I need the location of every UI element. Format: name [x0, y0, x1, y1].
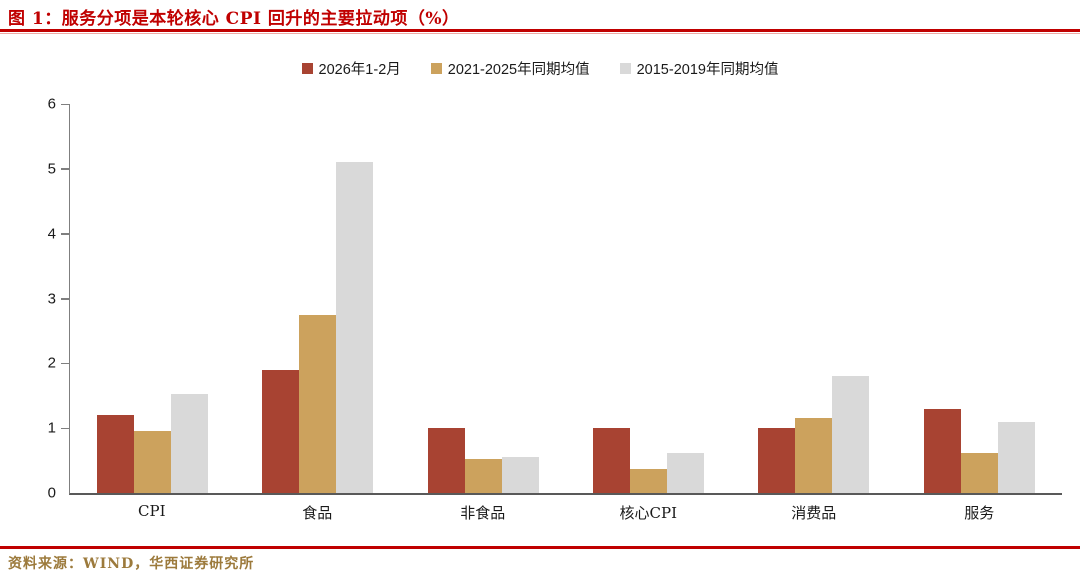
- y-tick-mark: [61, 168, 69, 170]
- bar-CPI-series2: [171, 393, 209, 493]
- bar-CPI-series0: [97, 415, 135, 493]
- plot-area: 0 1 2 3 4 5 6: [48, 97, 1062, 501]
- x-axis-labels: CPI 食品 非食品 核心CPI 消费品 服务: [69, 502, 1062, 523]
- legend-item-0: 2026年1-2月: [301, 58, 401, 79]
- legend-swatch-icon: [619, 63, 631, 74]
- legend-item-2: 2015-2019年同期均值: [619, 58, 779, 79]
- bar-group-1: [235, 104, 400, 493]
- x-axis-label: 食品: [302, 504, 333, 522]
- bar-核心CPI-series2: [667, 452, 705, 493]
- y-tick-label: 0: [47, 484, 56, 502]
- source-text: 资料来源：WIND，华西证券研究所: [8, 556, 255, 572]
- bar-消费品-series1: [795, 418, 833, 493]
- bar-食品-series2: [336, 162, 374, 493]
- bar-group-0: [70, 104, 235, 493]
- legend-item-1: 2021-2025年同期均值: [430, 58, 590, 79]
- source-divider: [0, 546, 1080, 549]
- y-tick-label: 6: [47, 95, 56, 113]
- x-axis-label: CPI: [138, 502, 166, 520]
- legend-swatch-icon: [301, 63, 313, 74]
- bar-非食品-series2: [501, 457, 539, 493]
- legend: 2026年1-2月 2021-2025年同期均值 2015-2019年同期均值: [0, 58, 1080, 79]
- y-tick-label: 2: [47, 354, 56, 372]
- y-tick-label: 1: [47, 419, 56, 437]
- legend-label: 2015-2019年同期均值: [636, 62, 779, 78]
- y-tick-mark: [61, 233, 69, 235]
- y-tick-label: 4: [47, 225, 56, 243]
- y-tick-mark: [61, 103, 69, 105]
- x-axis-label: 非食品: [460, 504, 506, 522]
- y-tick-mark: [61, 298, 69, 300]
- x-axis-label: 核心CPI: [619, 504, 678, 522]
- bar-核心CPI-series1: [630, 469, 668, 493]
- x-axis-label: 消费品: [791, 504, 837, 522]
- y-tick-label: 5: [47, 160, 56, 178]
- figure-title: 图 1：服务分项是本轮核心 CPI 回升的主要拉动项（%）: [8, 9, 460, 29]
- bar-groups: [70, 104, 1062, 493]
- x-axis-label: 服务: [964, 504, 995, 522]
- bar-group-5: [897, 104, 1062, 493]
- bar-CPI-series1: [134, 431, 172, 493]
- bar-食品-series0: [262, 369, 300, 493]
- y-tick-mark: [61, 427, 69, 430]
- bar-服务-series2: [997, 421, 1035, 493]
- bar-消费品-series0: [758, 428, 796, 493]
- bar-group-3: [566, 104, 731, 493]
- y-tick-label: 3: [47, 290, 56, 307]
- bar-group-2: [401, 104, 566, 493]
- bar-食品-series1: [299, 314, 337, 493]
- bar-核心CPI-series0: [593, 428, 631, 493]
- bar-服务-series0: [923, 408, 961, 493]
- title-underline-light: [0, 33, 1080, 34]
- legend-label: 2026年1-2月: [318, 62, 401, 78]
- bar-服务-series1: [960, 452, 998, 493]
- bar-group-4: [731, 104, 896, 493]
- bar-非食品-series1: [464, 459, 502, 493]
- legend-label: 2021-2025年同期均值: [447, 62, 590, 78]
- y-tick-mark: [61, 362, 69, 365]
- legend-swatch-icon: [430, 63, 442, 74]
- bar-非食品-series0: [427, 428, 465, 493]
- title-underline: [0, 29, 1080, 32]
- bar-消费品-series2: [832, 376, 870, 493]
